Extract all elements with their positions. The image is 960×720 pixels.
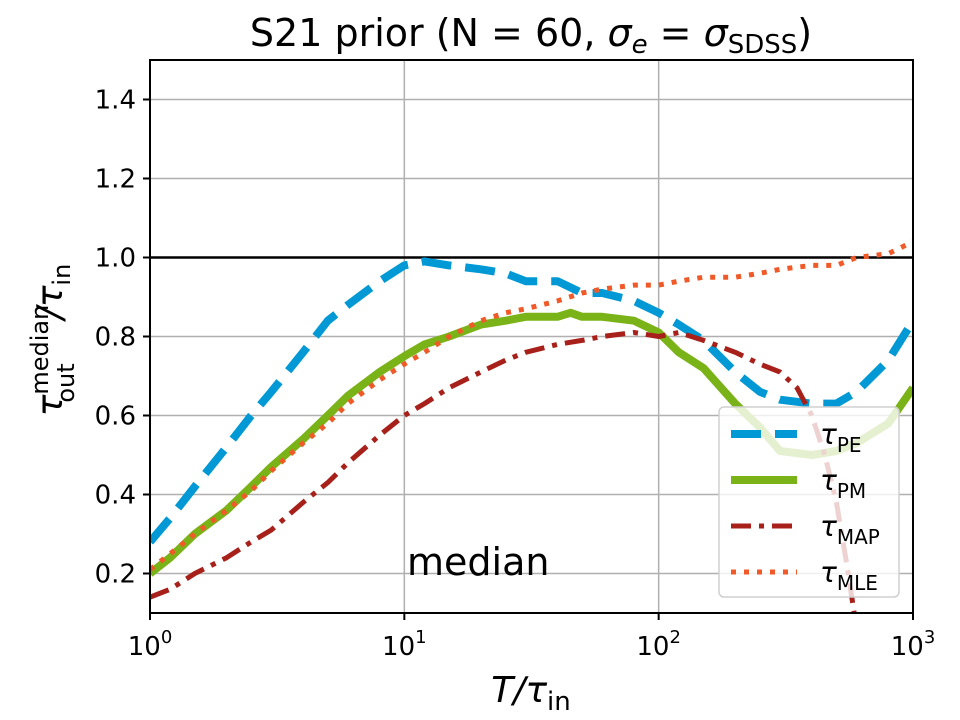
legend-label-pm: τPM bbox=[820, 464, 866, 503]
y-tick-label-0: 0.2 bbox=[95, 560, 136, 590]
x-tick-label-2: 102 bbox=[636, 627, 681, 662]
x-tick-label-3: 103 bbox=[891, 627, 936, 662]
series-line-map bbox=[150, 330, 857, 613]
y-tick-label-6: 1.4 bbox=[95, 86, 136, 116]
legend-label-map: τMAP bbox=[820, 510, 880, 549]
legend: τPE τPM τMAP τMLE bbox=[718, 406, 900, 598]
series-line-mle bbox=[150, 239, 913, 572]
y-axis-label: τmedianout/τin bbox=[26, 264, 80, 417]
legend-label-pe: τPE bbox=[820, 418, 862, 457]
median-annotation: median bbox=[407, 540, 549, 584]
legend-box bbox=[718, 406, 900, 598]
legend-label-mle: τMLE bbox=[820, 556, 878, 595]
y-tick-label-3: 0.8 bbox=[95, 323, 136, 353]
y-tick-label-5: 1.2 bbox=[95, 165, 136, 195]
chart-title: S21 prior (N = 60, σe = σSDSS) bbox=[250, 11, 812, 60]
axis-ticks: 100 101 102 103 0.2 0.4 0.6 0.8 1.0 1.2 1.4 bbox=[95, 86, 936, 663]
x-axis-label: T/τin bbox=[491, 670, 571, 717]
y-tick-label-4: 1.0 bbox=[95, 244, 136, 274]
x-tick-label-0: 100 bbox=[128, 627, 173, 662]
y-tick-label-1: 0.4 bbox=[95, 481, 136, 511]
x-tick-label-1: 101 bbox=[382, 627, 427, 662]
y-tick-label-2: 0.6 bbox=[95, 402, 136, 432]
series-line-pe bbox=[150, 257, 913, 545]
